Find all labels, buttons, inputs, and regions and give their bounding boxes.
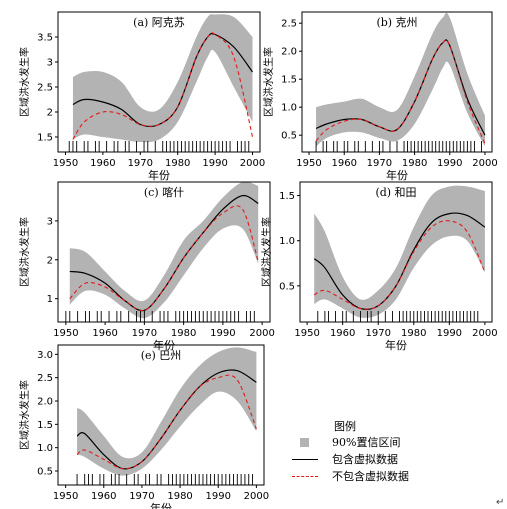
panel-d-line-with-virtual <box>313 212 486 310</box>
panel-a-y-tick-label: 2.5 <box>37 83 53 94</box>
legend-label-band: 90%置信区间 <box>332 436 401 449</box>
panel-a-line-without-virtual <box>72 32 254 140</box>
panel-b-y-tick-label: 0.5 <box>281 131 297 142</box>
panel-c-title: (c) 喀什 <box>144 186 184 199</box>
panel-e-line-without-virtual <box>76 374 257 470</box>
panel-e-y-tick-label: 2.0 <box>37 397 53 408</box>
panel-a-x-tick-label: 1960 <box>90 158 115 169</box>
panel-a-x-tick-label: 2000 <box>240 158 265 169</box>
panel-a-y-tick-label: 3 <box>47 58 53 69</box>
panel-b-confidence-band <box>316 12 485 147</box>
panel-a-y-tick-label: 3.5 <box>37 33 53 44</box>
panel-e-y-tick-label: 1.0 <box>37 443 53 454</box>
legend-label-without-virtual: 不包含虚拟数据 <box>332 470 409 483</box>
panel-e-confidence-band <box>77 347 257 476</box>
panel-d-x-tick-label: 1950 <box>294 328 319 339</box>
panel-b-x-tick-label: 1960 <box>331 158 356 169</box>
panel-d-frame <box>299 181 493 323</box>
panel-c-x-tick-label: 1960 <box>92 328 117 339</box>
panel-e-y-tick-label: 3.0 <box>37 350 53 361</box>
panel-b-x-tick-label: 1950 <box>296 158 321 169</box>
panel-e-x-tick-label: 1970 <box>129 491 154 502</box>
legend-item-with-virtual: 包含虚拟数据 <box>290 452 398 466</box>
panel-c-x-tick-label: 2000 <box>249 328 274 339</box>
panel-c-line-without-virtual <box>69 205 259 312</box>
panel-e-y-label: 区域洪水发生率 <box>18 380 31 450</box>
return-mark: ↵ <box>496 497 505 508</box>
panel-e-x-tick-label: 1960 <box>91 491 116 502</box>
panel-c-x-tick-label: 1950 <box>53 328 78 339</box>
panel-a-y-tick-label: 1.5 <box>37 133 53 144</box>
panel-d-y-tick-label: 0.5 <box>279 281 295 292</box>
panel-b-frame <box>301 11 493 153</box>
legend: 图例 90%置信区间 包含虚拟数据 不包含虚拟数据 <box>290 418 490 488</box>
panel-d-x-tick-label: 1960 <box>330 328 355 339</box>
panel-c-y-tick-label: 3 <box>47 216 53 227</box>
panel-d-x-tick-label: 1990 <box>437 328 462 339</box>
legend-band-swatch <box>290 435 320 449</box>
panel-d-x-tick-label: 2000 <box>472 328 497 339</box>
panel-b-x-tick-label: 1980 <box>402 158 427 169</box>
panel-a-x-tick-label: 1990 <box>202 158 227 169</box>
panel-c-x-tick-label: 1970 <box>132 328 157 339</box>
panel-c-y-label: 区域洪水发生率 <box>18 217 31 287</box>
panel-c-line-with-virtual <box>69 195 259 312</box>
panel-c-confidence-band <box>69 181 259 319</box>
panel-b-y-label: 区域洪水发生率 <box>262 47 275 117</box>
legend-solid-line-swatch <box>290 452 320 466</box>
legend-label-with-virtual: 包含虚拟数据 <box>332 453 398 466</box>
panel-d-x-label: 年份 <box>385 338 407 352</box>
legend-title: 图例 <box>334 420 356 433</box>
panel-e-x-label: 年份 <box>150 501 172 509</box>
panel-b-x-tick-label: 1970 <box>367 158 392 169</box>
legend-dashed-line-swatch <box>290 469 320 483</box>
panel-b-y-tick-label: 2.5 <box>281 19 297 30</box>
panel-d-y-tick-label: 1.5 <box>279 191 295 202</box>
panel-e-y-tick-label: 0.5 <box>37 467 53 478</box>
panel-c-y-tick-label: 1 <box>47 294 53 305</box>
panel-a-y-tick-label: 2 <box>47 108 53 119</box>
panel-a-frame <box>57 11 261 153</box>
panel-e-title: (e) 巴州 <box>141 349 182 362</box>
panel-b-title: (b) 克州 <box>376 16 417 29</box>
panel-b-y-tick-label: 2.0 <box>281 47 297 58</box>
panel-c-x-tick-label: 1980 <box>171 328 196 339</box>
legend-item-band: 90%置信区间 <box>290 435 400 449</box>
panel-b-x-tick-label: 2000 <box>472 158 497 169</box>
panel-d-x-tick-label: 1970 <box>365 328 390 339</box>
panel-b-x-tick-label: 1990 <box>437 158 462 169</box>
panel-b-y-tick-label: 1.0 <box>281 103 297 114</box>
panel-a-x-tick-label: 1980 <box>165 158 190 169</box>
panel-a-y-label: 区域洪水发生率 <box>18 47 31 117</box>
panel-e-y-tick-label: 2.5 <box>37 373 53 384</box>
panel-d-y-tick-label: 1.0 <box>279 236 295 247</box>
panel-e-x-tick-label: 1980 <box>167 491 192 502</box>
panel-b-line-without-virtual <box>315 39 486 144</box>
panel-c-y-tick-label: 2 <box>47 255 53 266</box>
panel-e-y-tick-label: 1.5 <box>37 420 53 431</box>
legend-item-without-virtual: 不包含虚拟数据 <box>290 469 409 483</box>
panel-d-confidence-band <box>314 185 485 318</box>
panel-e-line-with-virtual <box>76 369 257 470</box>
panel-b-x-label: 年份 <box>386 168 408 182</box>
panel-a-confidence-band <box>72 14 253 143</box>
panel-a-x-tick-label: 1970 <box>128 158 153 169</box>
panel-a-x-tick-label: 1950 <box>53 158 78 169</box>
panel-b-y-tick-label: 1.5 <box>281 75 297 86</box>
panel-e-x-tick-label: 2000 <box>244 491 269 502</box>
panel-d-line-without-virtual <box>313 220 486 310</box>
panel-d-title: (d) 和田 <box>375 186 416 199</box>
panel-c-frame <box>57 181 271 323</box>
panel-c-x-tick-label: 1990 <box>210 328 235 339</box>
panel-e-x-tick-label: 1950 <box>53 491 78 502</box>
panel-a-x-label: 年份 <box>148 168 170 182</box>
panel-d-y-label: 区域洪水发生率 <box>260 217 273 287</box>
panel-e-x-tick-label: 1990 <box>205 491 230 502</box>
panel-e-frame <box>57 344 265 486</box>
panel-d-x-tick-label: 1980 <box>401 328 426 339</box>
panel-a-title: (a) 阿克苏 <box>133 16 185 29</box>
